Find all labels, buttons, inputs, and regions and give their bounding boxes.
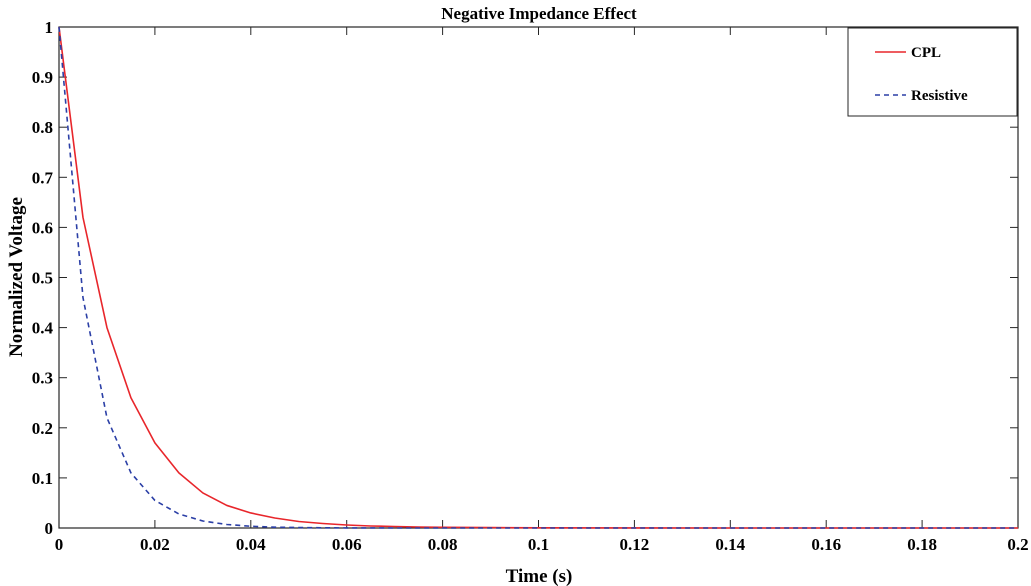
legend-label-resistive: Resistive xyxy=(911,88,968,104)
y-tick-label: 0.2 xyxy=(32,419,53,438)
x-tick-label: 0.14 xyxy=(715,535,745,554)
legend-label-cpl: CPL xyxy=(911,45,941,61)
series-layer xyxy=(58,26,1018,529)
y-axis-label: Normalized Voltage xyxy=(6,197,27,357)
x-tick-label: 0.16 xyxy=(811,535,841,554)
y-tick-label: 0.3 xyxy=(32,369,53,388)
x-tick-label: 0 xyxy=(55,535,64,554)
y-tick-label: 0.7 xyxy=(32,168,54,187)
y-tick-label: 0.6 xyxy=(32,218,53,237)
legend: CPL Resistive xyxy=(847,27,1018,117)
x-tick-label: 0.06 xyxy=(332,535,362,554)
y-tick-label: 1 xyxy=(45,18,54,37)
x-tick-label: 0.02 xyxy=(140,535,170,554)
x-tick-label: 0.2 xyxy=(1007,535,1028,554)
y-tick-label: 0.4 xyxy=(32,319,54,338)
legend-box xyxy=(847,27,1018,117)
x-tick-label: 0.1 xyxy=(528,535,549,554)
y-tick-label: 0.8 xyxy=(32,118,53,137)
x-tick-label: 0.04 xyxy=(236,535,266,554)
y-tick-labels: 0 0.1 0.2 0.3 0.4 0.5 0.6 0.7 0.8 0.9 1 xyxy=(32,18,54,538)
y-tick-label: 0.9 xyxy=(32,68,53,87)
x-tick-labels: 0 0.02 0.04 0.06 0.08 0.1 0.12 0.14 0.16 0.18 0.2 xyxy=(55,535,1029,554)
x-tick-label: 0.18 xyxy=(907,535,937,554)
chart-title: Negative Impedance Effect xyxy=(441,4,637,23)
y-tick-label: 0.5 xyxy=(32,269,53,288)
y-tick-label: 0.1 xyxy=(32,469,53,488)
y-tick-label: 0 xyxy=(45,519,54,538)
x-tick-label: 0.08 xyxy=(428,535,458,554)
x-tick-label: 0.12 xyxy=(620,535,650,554)
x-axis-label: Time (s) xyxy=(506,566,573,586)
series-line-resistive xyxy=(58,26,1018,529)
